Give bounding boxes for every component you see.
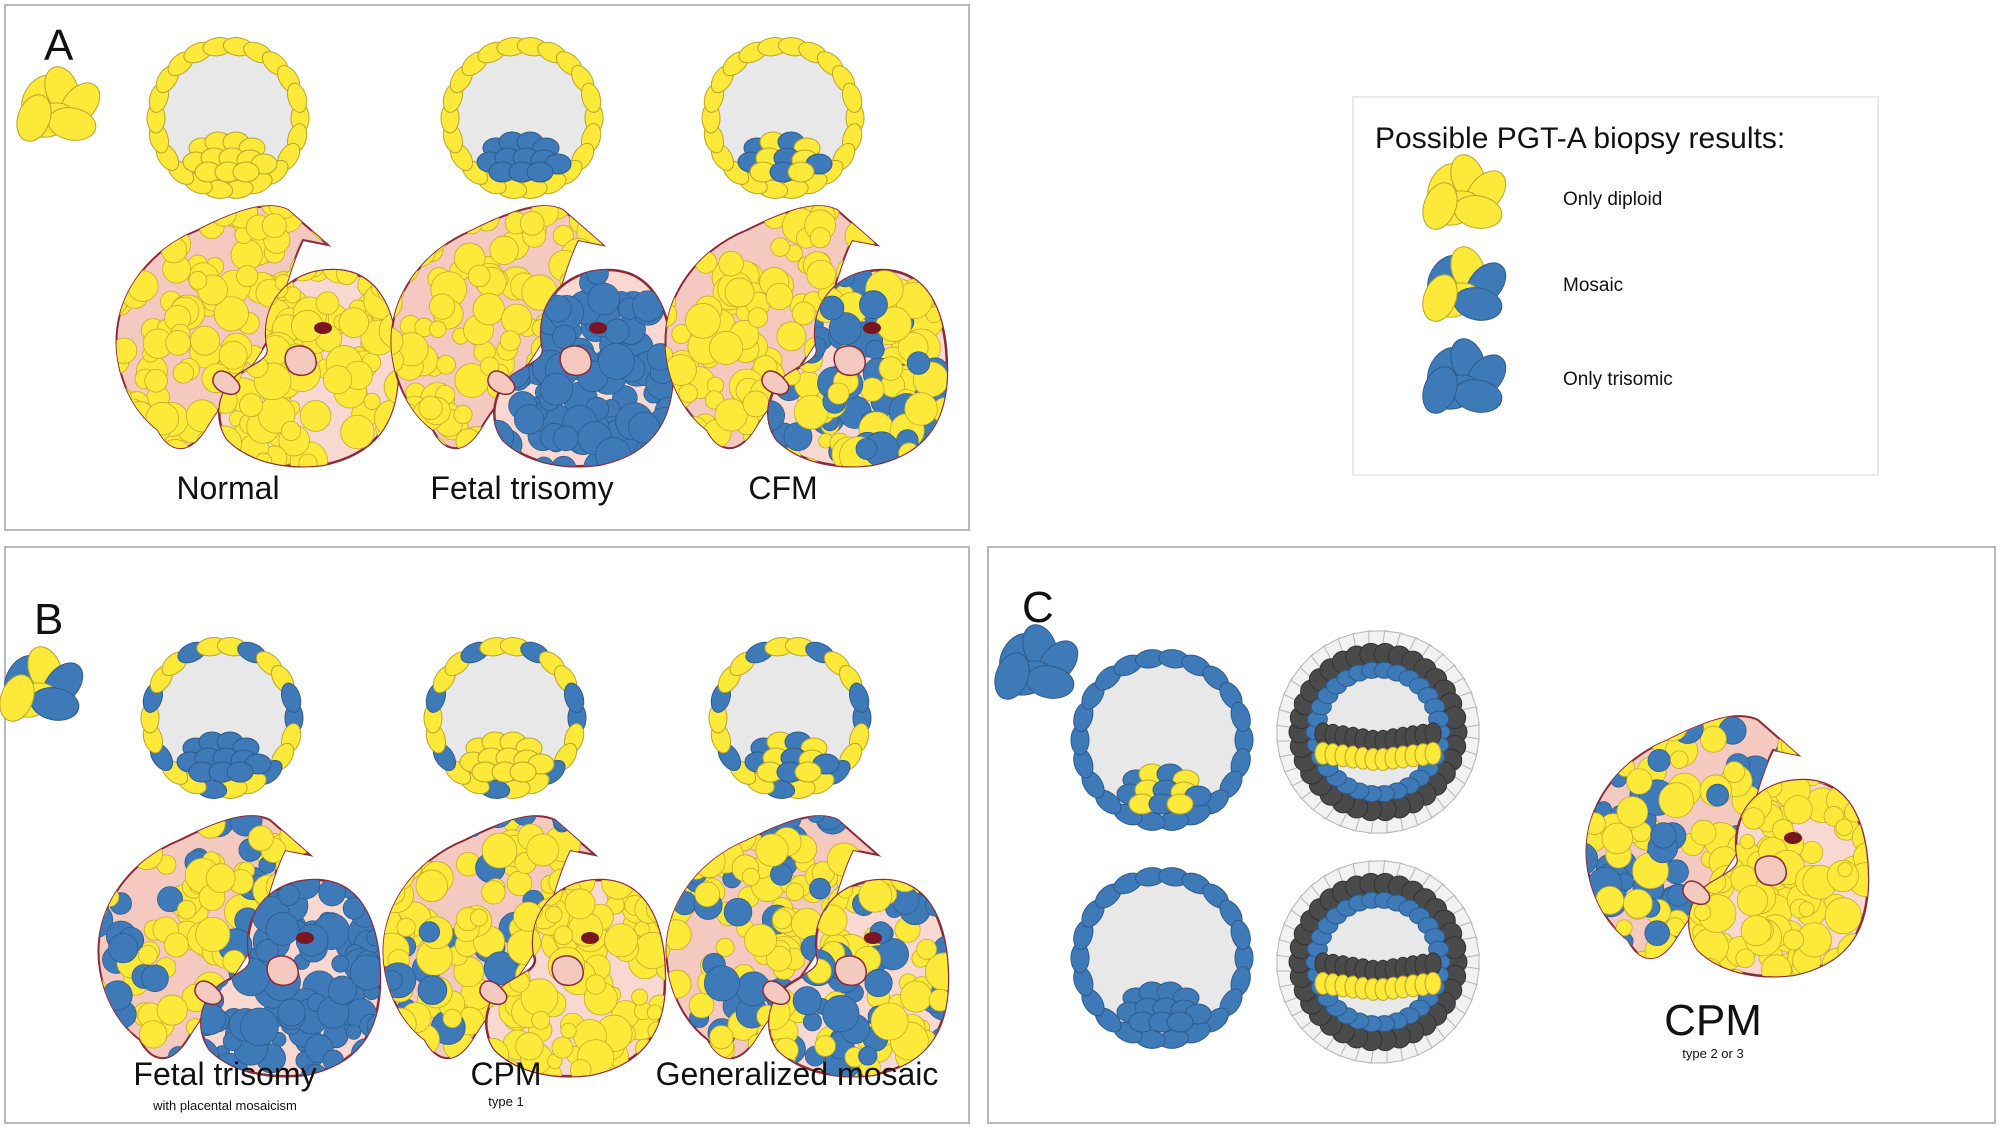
biopsy-cell (994, 652, 1030, 700)
panel-c-subcaption: type 2 or 3 (1682, 1046, 1743, 1061)
legend-item-diploid: Only diploid (1563, 189, 1662, 210)
panel-c-blastocyst-bottom (1070, 867, 1254, 1049)
panel-b-subcaption-fetal-trisomy: with placental mosaicism (152, 1098, 297, 1113)
panel-c-biopsy-clump (994, 624, 1079, 700)
trophectoderm-cell (286, 82, 308, 113)
panel-c-letter: C (1022, 583, 1054, 632)
panel-c-embryo-layered-top (1276, 630, 1480, 834)
panel-b-biopsy-clump (0, 646, 84, 722)
panel-b-letter: B (34, 595, 63, 644)
panel-a-blastocyst-cfm (701, 37, 865, 199)
legend-clump-diploid (1422, 154, 1507, 230)
panel-c-caption-cpm: CPM (1664, 996, 1762, 1045)
trophectoderm-cell (563, 682, 585, 713)
panel-a-graphics (16, 37, 949, 468)
panel-c-blastocyst-top (1070, 649, 1254, 831)
panel-c-embryo-layered-bottom (1276, 860, 1480, 1064)
panel-b-subcaption-cpm: type 1 (488, 1094, 523, 1109)
legend-graphics (1422, 154, 1507, 414)
legend-item-trisomic: Only trisomic (1563, 369, 1673, 390)
trophectoderm-cell (848, 682, 870, 713)
trophectoderm-cell (841, 82, 863, 113)
trophectoderm-cell (580, 82, 602, 113)
panel-b-caption-generalized-mosaic: Generalized mosaic (656, 1056, 939, 1092)
inner-cell-mass-cell (509, 761, 537, 783)
inner-cell-mass-cell (787, 161, 815, 183)
legend-title: Possible PGT-A biopsy results: (1375, 122, 1785, 155)
biopsy-cell (16, 94, 52, 142)
biopsy-cell (1422, 182, 1458, 230)
legend-clump-trisomic (1422, 338, 1507, 414)
biopsy-cell (1422, 274, 1458, 322)
inner-cell-mass-cell (1166, 1011, 1194, 1033)
inner-cell-mass-cell (526, 161, 554, 183)
biopsy-cell (1422, 366, 1458, 414)
panel-b-blastocyst-fetal-trisomy (140, 637, 304, 799)
inner-cell-mass-cell (226, 761, 254, 783)
inner-cell-mass-cell (1166, 793, 1194, 815)
trophectoderm-cell (1230, 919, 1251, 951)
panel-a-caption-fetal-trisomy: Fetal trisomy (430, 470, 613, 506)
legend-item-mosaic: Mosaic (1563, 275, 1623, 296)
legend-clump-mosaic (1422, 246, 1507, 322)
panel-b-caption-cpm: CPM (470, 1056, 541, 1092)
trophectoderm-cell (280, 682, 302, 713)
inner-cell-mass-cell (232, 161, 260, 183)
panel-a-letter: A (44, 21, 74, 70)
panel-a-biopsy-clump (16, 66, 101, 142)
panel-a-caption-cfm: CFM (748, 470, 817, 506)
panel-a-blastocyst-normal (146, 37, 310, 199)
panel-a-caption-normal: Normal (176, 470, 279, 506)
panel-b-blastocyst-cpm (423, 637, 587, 799)
panel-a-blastocyst-fetal-trisomy (440, 37, 604, 199)
panel-b-blastocyst-generalized-mosaic (708, 637, 872, 799)
panel-c-graphics (994, 624, 1870, 1064)
inner-cell-mass-cell (794, 761, 822, 783)
panel-b-caption-fetal-trisomy: Fetal trisomy (133, 1056, 316, 1092)
biopsy-cell (0, 674, 35, 722)
trophectoderm-cell (1230, 701, 1251, 733)
